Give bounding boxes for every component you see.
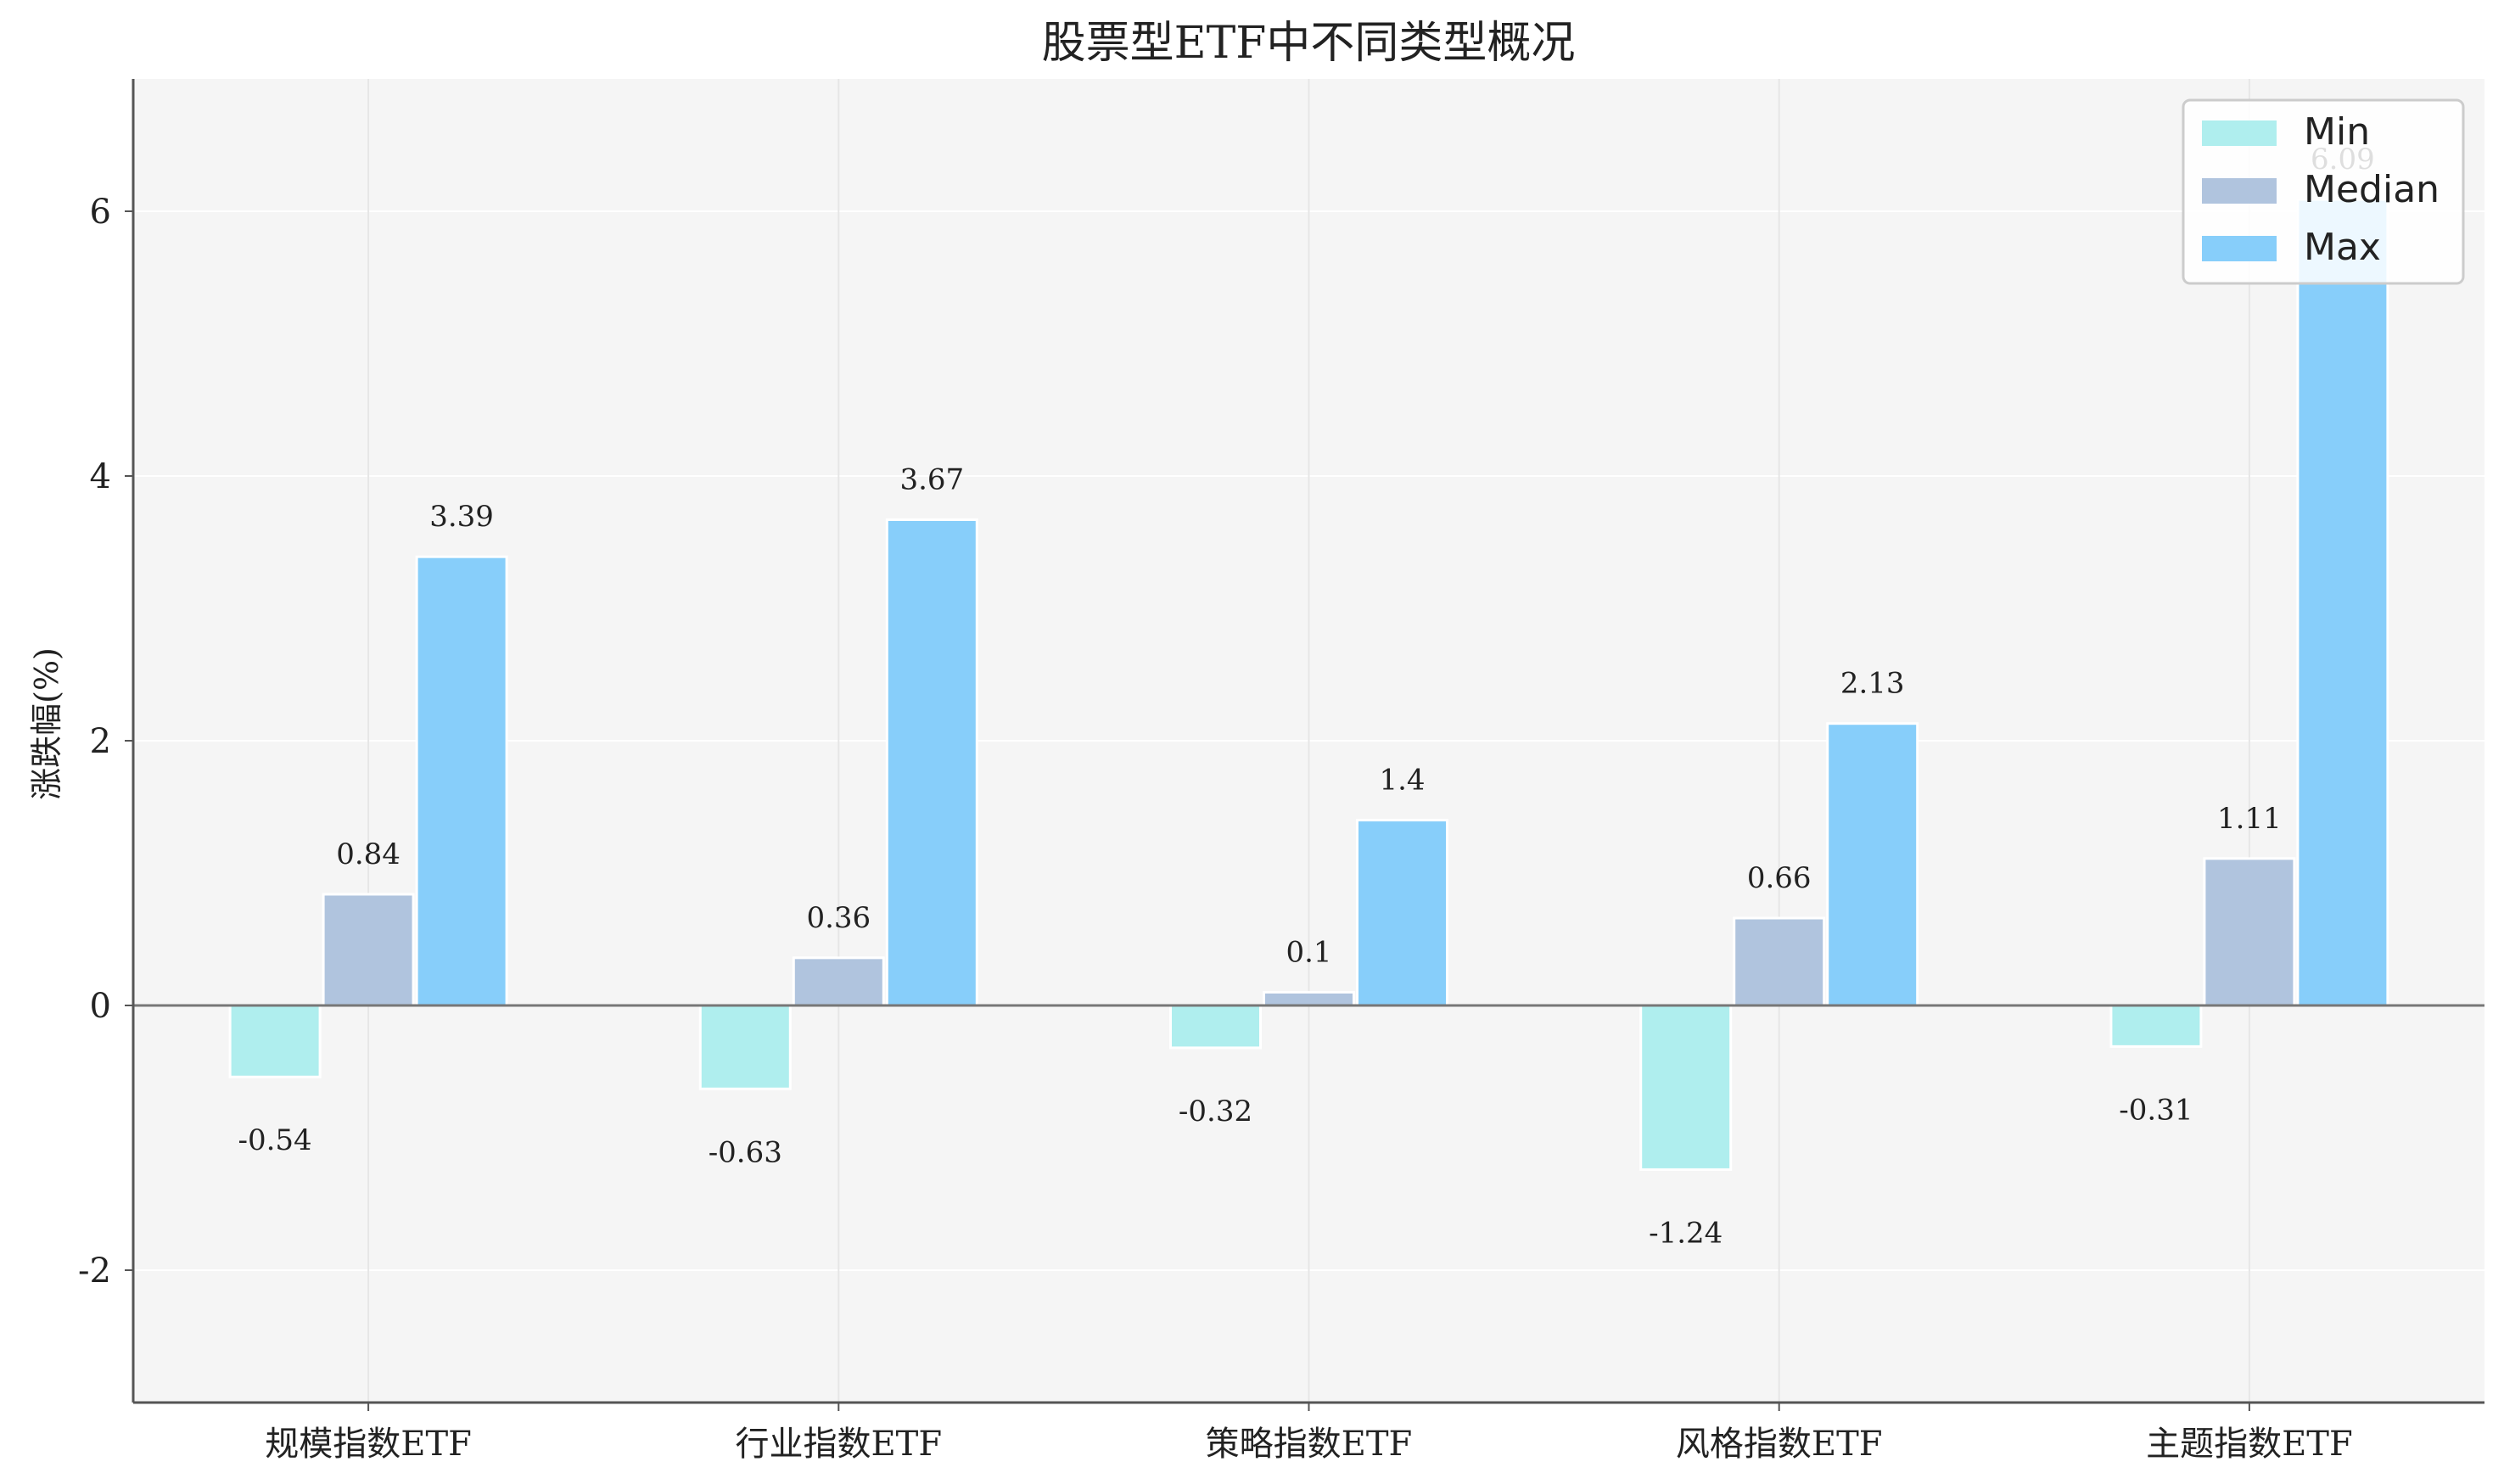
data-label-max: 2.13 (1840, 667, 1905, 701)
data-label-max: 3.67 (899, 462, 964, 496)
x-tick-label: 规模指数ETF (265, 1425, 472, 1464)
data-label-min: -0.54 (238, 1123, 311, 1157)
bar-max (415, 555, 508, 1007)
data-label-median: 0.36 (806, 901, 871, 935)
legend-swatch-max (2202, 236, 2277, 261)
legend-label-median: Median (2304, 168, 2440, 211)
bar-median (322, 893, 415, 1007)
data-label-median: 0.1 (1286, 935, 1331, 969)
bar-median (2203, 857, 2296, 1007)
y-tick-label: 4 (90, 457, 111, 496)
bar-min (228, 1004, 322, 1078)
x-tick-label: 策略指数ETF (1206, 1425, 1413, 1464)
y-tick-label: -2 (78, 1252, 111, 1291)
bar-median (792, 956, 885, 1007)
y-axis-label: 涨跌幅(%) (28, 647, 65, 800)
data-label-min: -0.32 (1179, 1095, 1252, 1128)
x-tick-label: 风格指数ETF (1676, 1425, 1883, 1464)
data-label-median: 0.66 (1747, 861, 1812, 895)
y-tick-label: 6 (90, 193, 111, 232)
y-tick-label: 2 (90, 722, 111, 761)
data-label-min: -0.63 (709, 1135, 782, 1169)
legend-swatch-min (2202, 120, 2277, 146)
y-tick-label: 0 (90, 987, 111, 1026)
bar-max (2296, 198, 2389, 1007)
bar-median (1263, 990, 1355, 1007)
data-label-min: -1.24 (1649, 1216, 1723, 1250)
bar-max (885, 518, 978, 1007)
bar-median (1733, 916, 1826, 1007)
data-label-median: 1.11 (2217, 802, 2282, 836)
bar-min (1639, 1004, 1733, 1171)
bar-min (698, 1004, 792, 1090)
legend-label-min: Min (2304, 110, 2370, 154)
data-label-max: 1.4 (1379, 764, 1425, 798)
bar-min (2109, 1004, 2203, 1048)
chart-title: 股票型ETF中不同类型概况 (1042, 18, 1576, 69)
bar-min (1169, 1004, 1262, 1050)
legend-label-max: Max (2304, 226, 2381, 269)
data-label-min: -0.31 (2119, 1093, 2193, 1127)
bar-max (1826, 722, 1919, 1007)
legend-swatch-median (2202, 178, 2277, 204)
data-label-median: 0.84 (336, 837, 401, 871)
bar-max (1356, 819, 1448, 1007)
data-label-max: 3.39 (429, 500, 494, 534)
x-tick-label: 行业指数ETF (735, 1425, 942, 1464)
x-tick-label: 主题指数ETF (2146, 1425, 2353, 1464)
